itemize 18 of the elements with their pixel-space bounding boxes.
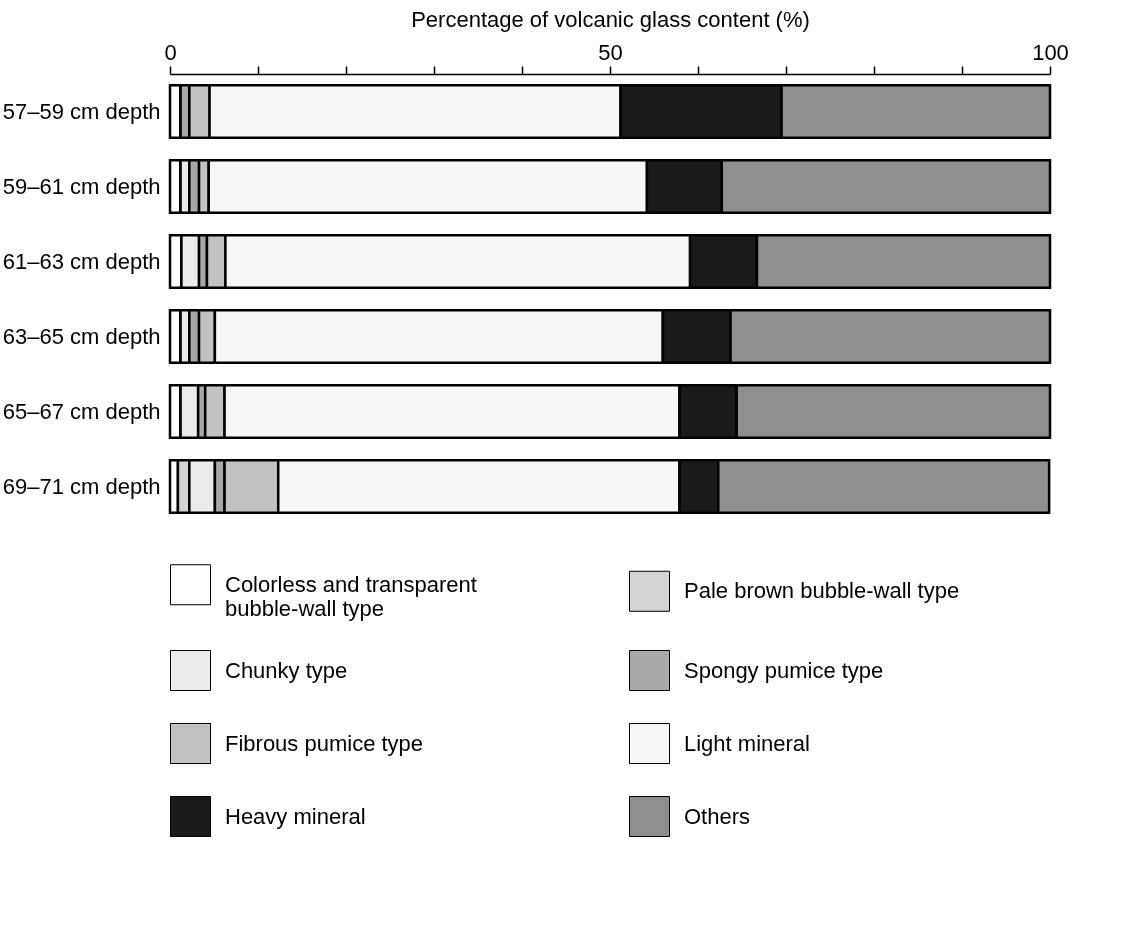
legend-label: Light mineral [684, 730, 810, 756]
legend-label: Fibrous pumice type [225, 730, 424, 756]
legend-label: Heavy mineral [225, 803, 366, 829]
y-tick-label: 63–65 cm depth [2, 323, 161, 349]
y-tick-label: 69–71 cm depth [2, 473, 161, 499]
legend-label: Others [684, 803, 751, 829]
y-tick-label: 57–59 cm depth [2, 98, 161, 124]
legend-label: Colorless and transparent bubble-wall type [225, 571, 477, 621]
y-tick-label: 61–63 cm depth [2, 248, 161, 274]
legend-label: Chunky type [225, 657, 348, 683]
x-tick-label: 50 [598, 39, 623, 65]
legend-label: Pale brown bubble-wall type [684, 578, 960, 604]
y-tick-label: 65–67 cm depth [2, 398, 161, 424]
x-tick-label: 100 [1032, 39, 1069, 65]
y-tick-label: 59–61 cm depth [2, 173, 161, 199]
x-tick-label: 0 [164, 39, 177, 65]
legend-label: Spongy pumice type [684, 657, 884, 683]
x-axis-title: Percentage of volcanic glass content (%) [411, 6, 810, 32]
